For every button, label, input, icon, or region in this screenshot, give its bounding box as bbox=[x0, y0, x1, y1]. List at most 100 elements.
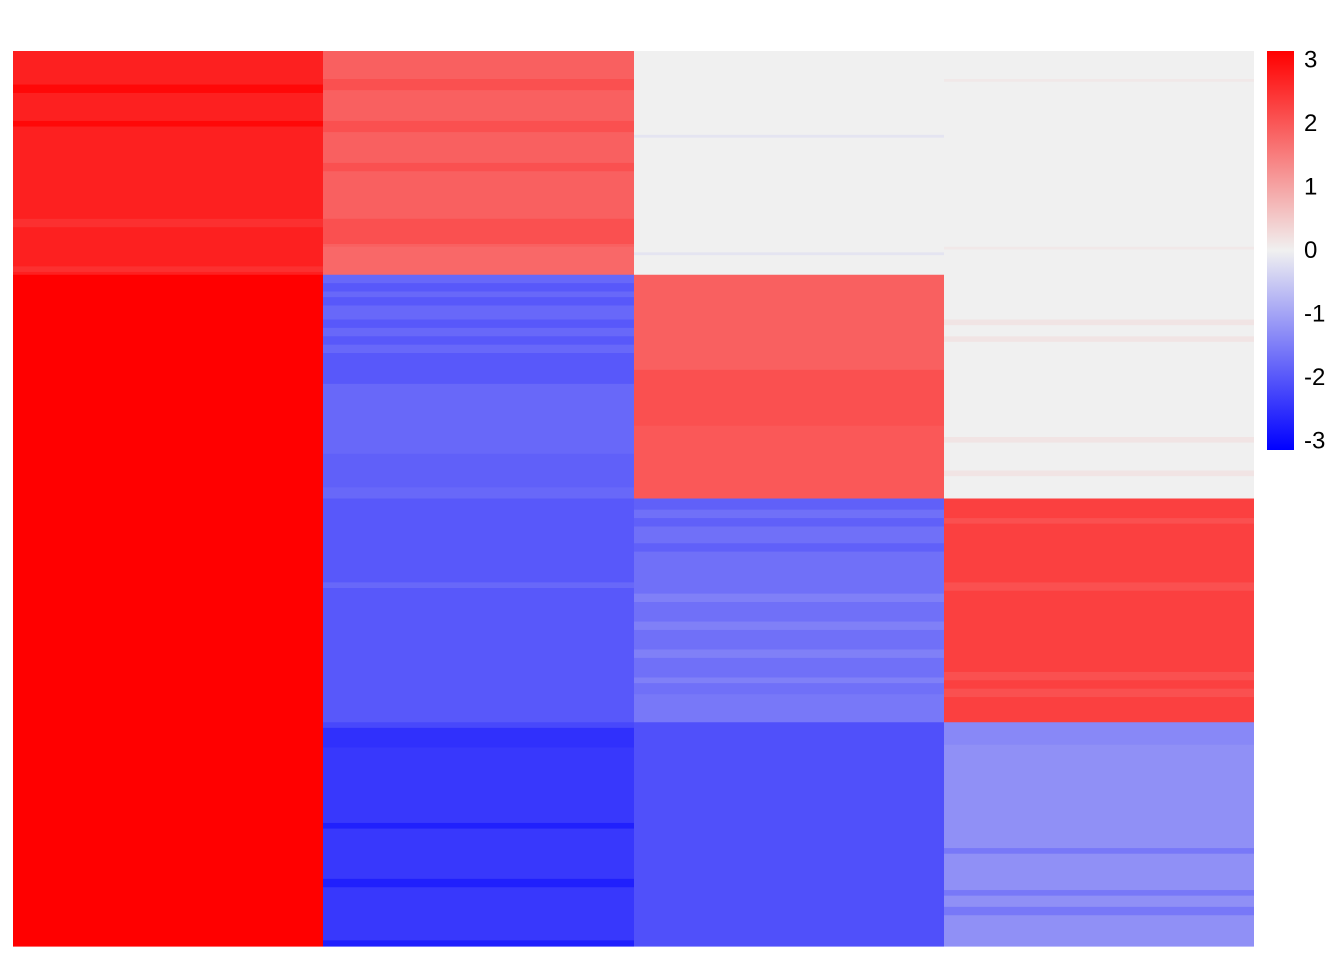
heatmap-cell bbox=[634, 560, 944, 564]
heatmap-cell bbox=[944, 459, 1254, 463]
heatmap-cell bbox=[323, 464, 634, 469]
heatmap-cell bbox=[944, 574, 1254, 578]
heatmap-cell bbox=[944, 529, 1254, 533]
heatmap-cell bbox=[13, 492, 323, 497]
heatmap-cell bbox=[323, 722, 634, 726]
heatmap-cell bbox=[13, 767, 323, 771]
heatmap-cell bbox=[634, 148, 944, 153]
heatmap-cell bbox=[634, 350, 944, 354]
legend-tick-label: -3 bbox=[1304, 428, 1325, 455]
heatmap-cell bbox=[323, 811, 634, 816]
heatmap-cell bbox=[944, 920, 1254, 925]
heatmap-cell bbox=[13, 817, 323, 821]
heatmap-cell bbox=[634, 694, 944, 698]
heatmap-cell bbox=[634, 523, 944, 528]
heatmap-cell bbox=[13, 277, 323, 281]
heatmap-cell bbox=[944, 786, 1254, 790]
heatmap-cell bbox=[323, 560, 634, 564]
heatmap-cell bbox=[944, 179, 1254, 184]
heatmap-cell bbox=[944, 269, 1254, 273]
heatmap-cell bbox=[13, 448, 323, 452]
heatmap-cell bbox=[634, 649, 944, 653]
heatmap-cell bbox=[13, 501, 323, 505]
heatmap-cell bbox=[13, 269, 323, 273]
heatmap-cell bbox=[944, 836, 1254, 841]
heatmap-cell bbox=[323, 249, 634, 253]
heatmap-cell bbox=[634, 316, 944, 321]
heatmap-cell bbox=[944, 504, 1254, 508]
heatmap-cell bbox=[634, 238, 944, 242]
heatmap-cell bbox=[634, 666, 944, 670]
heatmap-cell bbox=[944, 828, 1254, 832]
heatmap-cell bbox=[634, 753, 944, 757]
heatmap-cell bbox=[13, 576, 323, 581]
heatmap-cell bbox=[634, 442, 944, 446]
heatmap-cell bbox=[323, 339, 634, 343]
heatmap-cell bbox=[634, 355, 944, 360]
heatmap-cell bbox=[323, 98, 634, 102]
heatmap-cell bbox=[323, 386, 634, 391]
heatmap-cell bbox=[323, 453, 634, 458]
heatmap-cell bbox=[944, 694, 1254, 698]
heatmap-cell bbox=[323, 353, 634, 357]
heatmap-cell bbox=[634, 588, 944, 592]
heatmap-cell bbox=[944, 747, 1254, 751]
heatmap-cell bbox=[634, 750, 944, 754]
heatmap-cell bbox=[944, 369, 1254, 374]
heatmap-cell bbox=[13, 546, 323, 550]
heatmap-cell bbox=[944, 442, 1254, 446]
heatmap-cell bbox=[13, 456, 323, 460]
heatmap-cell bbox=[944, 755, 1254, 760]
heatmap-cell bbox=[13, 132, 323, 136]
heatmap-cell bbox=[323, 543, 634, 547]
heatmap-cell bbox=[323, 241, 634, 245]
heatmap-cell bbox=[323, 753, 634, 757]
heatmap-cell bbox=[13, 313, 323, 318]
heatmap-cell bbox=[944, 680, 1254, 684]
heatmap-cell bbox=[944, 389, 1254, 393]
heatmap-cell bbox=[944, 596, 1254, 600]
heatmap-cell bbox=[944, 462, 1254, 466]
heatmap-cell bbox=[323, 898, 634, 902]
heatmap-cell bbox=[634, 685, 944, 690]
heatmap-cell bbox=[13, 764, 323, 768]
heatmap-cell bbox=[323, 210, 634, 214]
heatmap-cell bbox=[944, 568, 1254, 572]
heatmap-cell bbox=[13, 912, 323, 916]
heatmap-cell bbox=[634, 232, 944, 237]
heatmap-cell bbox=[634, 817, 944, 821]
heatmap-cell bbox=[323, 825, 634, 830]
heatmap-cell bbox=[13, 174, 323, 178]
heatmap-cell bbox=[944, 476, 1254, 480]
heatmap-cell bbox=[944, 859, 1254, 863]
heatmap-cell bbox=[944, 825, 1254, 830]
heatmap-cell bbox=[944, 708, 1254, 712]
heatmap-cell bbox=[13, 755, 323, 760]
heatmap-cell bbox=[634, 202, 944, 206]
heatmap-cell bbox=[944, 67, 1254, 72]
heatmap-cell bbox=[13, 372, 323, 377]
heatmap-cell bbox=[944, 761, 1254, 765]
heatmap-cell bbox=[13, 361, 323, 365]
heatmap-cell bbox=[944, 140, 1254, 144]
heatmap-cell bbox=[634, 467, 944, 472]
heatmap-cell bbox=[13, 478, 323, 483]
heatmap-cell bbox=[634, 909, 944, 914]
heatmap-cell bbox=[13, 358, 323, 363]
heatmap-cell bbox=[634, 660, 944, 665]
heatmap-cell bbox=[323, 666, 634, 670]
heatmap-cell bbox=[323, 764, 634, 768]
heatmap-cell bbox=[323, 520, 634, 525]
heatmap-cell bbox=[634, 677, 944, 681]
heatmap-cell bbox=[13, 722, 323, 726]
heatmap-cell bbox=[944, 213, 1254, 217]
heatmap-cell bbox=[13, 339, 323, 343]
heatmap-cell bbox=[634, 112, 944, 116]
heatmap-cell bbox=[944, 873, 1254, 877]
heatmap-cell bbox=[944, 406, 1254, 410]
heatmap-cell bbox=[944, 221, 1254, 226]
heatmap-cell bbox=[634, 512, 944, 516]
heatmap-cell bbox=[944, 453, 1254, 458]
heatmap-cell bbox=[944, 230, 1254, 234]
heatmap-cell bbox=[944, 84, 1254, 88]
